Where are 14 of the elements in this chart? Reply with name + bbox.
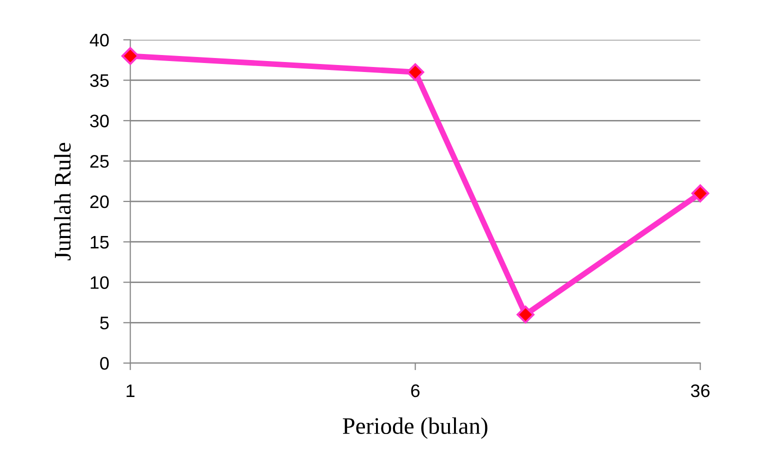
x-axis-title: Periode (bulan) <box>342 417 488 439</box>
x-tick-label: 36 <box>690 384 710 398</box>
y-tick-label: 30 <box>90 114 109 128</box>
y-tick-label: 10 <box>90 276 109 289</box>
y-tick-label: 0 <box>100 357 109 370</box>
y-tick-label: 40 <box>90 34 109 47</box>
y-tick-label: 35 <box>90 74 109 87</box>
y-tick-label: 25 <box>90 154 109 168</box>
y-tick-label: 20 <box>90 195 109 208</box>
x-tick-label: 1 <box>126 384 134 397</box>
y-axis-title: Jumlah Rule <box>54 142 71 260</box>
y-tick-label: 5 <box>100 316 109 330</box>
x-tick-label: 6 <box>411 384 420 398</box>
y-tick-label: 15 <box>90 236 109 249</box>
